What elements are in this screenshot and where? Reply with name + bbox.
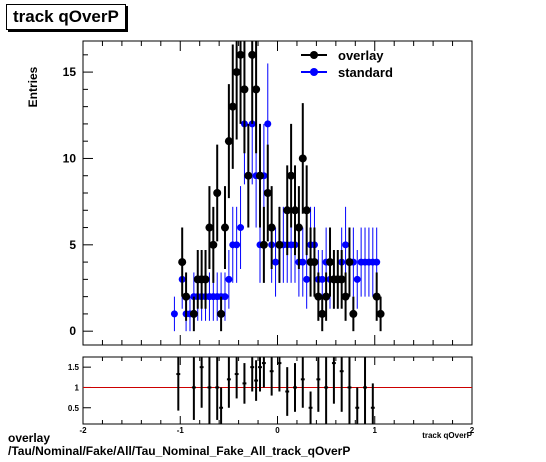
data-point [337,275,346,284]
data-point [299,258,307,266]
data-point [267,223,276,232]
data-point [314,292,323,301]
data-point [376,309,385,318]
data-point [326,258,335,267]
x-axis-label: track qOverP [422,431,472,440]
ratio-x-tick-label: -1 [177,426,185,435]
series-ratio [176,357,375,424]
data-point [349,309,358,318]
data-point [255,171,264,180]
legend-marker [310,51,318,59]
data-point [240,85,249,94]
data-point [205,223,214,232]
ratio-x-tick-label: -2 [79,426,87,435]
data-point [345,258,354,267]
data-point [353,275,361,283]
data-point [264,120,272,128]
legend: overlay standard [301,48,393,80]
data-point [182,292,191,301]
data-point [201,275,210,284]
data-point [221,293,229,301]
data-point [220,223,229,232]
caption: overlay /Tau/Nominal/Fake/All/Tau_Nomina… [8,432,350,458]
data-point [263,189,272,197]
ratio-plot-frame: -2 -1 0 1 2 0.5 1 1.5 track qOverP [68,356,475,440]
data-point [213,189,222,197]
ratio-x-tick-label: 0 [275,426,280,435]
data-point [372,292,381,301]
caption-line-2: /Tau/Nominal/Fake/All/Tau_Nominal_Fake_A… [8,444,351,458]
data-point [236,50,245,59]
data-point [189,309,198,318]
ratio-plot-series [176,357,375,424]
data-point [178,258,187,267]
data-point [322,292,331,301]
y-axis-label: Entries [26,66,40,107]
caption-line-1: overlay [8,431,51,445]
ratio-y-tick-label: 0.5 [68,404,80,413]
data-point [232,68,241,77]
ratio-x-tick-label: 2 [470,426,475,435]
data-point [252,85,261,94]
main-y-tick-label: 5 [69,238,76,252]
main-axes-box [82,40,473,346]
data-point [209,240,218,249]
legend-label-standard: standard [338,65,393,80]
main-y-tick-label: 15 [63,65,77,79]
data-point [217,309,226,318]
ratio-x-tick-label: 1 [373,426,378,435]
ratio-y-tick-label: 1.5 [68,363,80,372]
main-y-tick-label: 0 [69,324,76,338]
data-point [310,258,319,267]
data-point [302,206,311,215]
data-point [373,258,381,266]
data-point [341,292,350,301]
data-point [318,309,327,318]
main-y-tick-label: 10 [63,151,77,165]
data-point [298,154,307,163]
data-point [228,102,237,111]
data-point [303,275,311,283]
main-plot-frame: 0 5 10 15 Entries [26,40,473,346]
data-point [233,241,241,249]
data-point [259,240,268,249]
data-point [294,223,303,232]
main-plot-series [170,41,385,332]
ratio-axes-box [82,356,473,425]
data-point [283,206,292,215]
legend-label-overlay: overlay [338,48,384,63]
data-point [291,206,300,215]
legend-marker [310,68,318,76]
data-point [318,275,326,283]
data-point [248,50,257,59]
data-point [225,275,233,283]
data-point [287,171,296,180]
ratio-y-tick-label: 1 [75,383,80,392]
series-overlay [178,41,385,332]
data-point [224,137,233,146]
data-point [170,310,178,318]
data-point [272,258,280,266]
chart-title: track qOverP [6,4,126,30]
data-point [342,241,350,249]
data-point [237,224,245,232]
data-point [244,171,253,180]
data-point [275,240,284,249]
